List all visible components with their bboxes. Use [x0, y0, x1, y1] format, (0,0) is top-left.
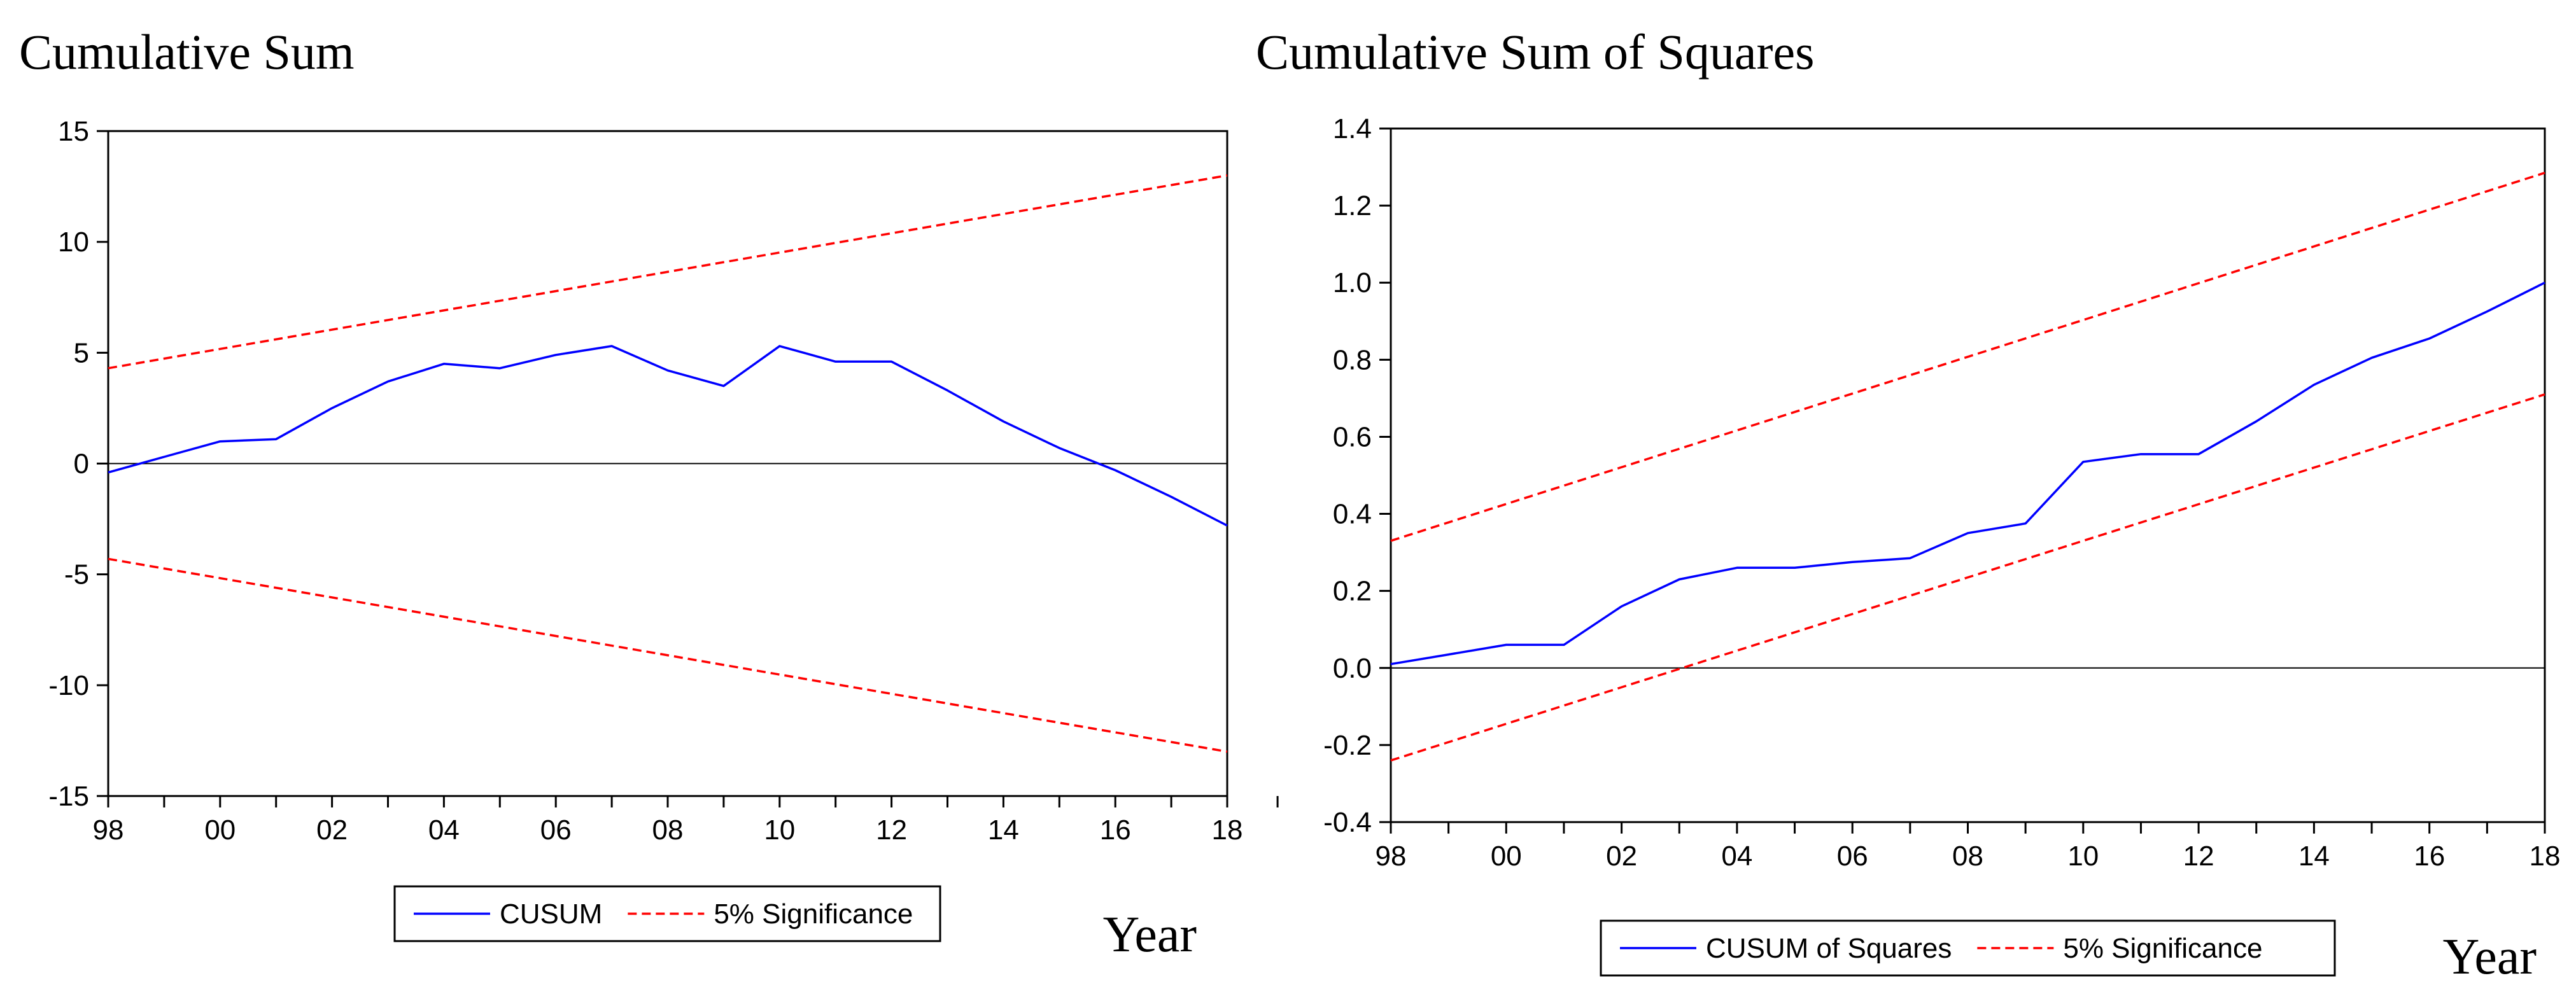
series-line-cusum — [108, 345, 1228, 527]
x-tick-label: 04 — [428, 814, 460, 846]
legend-label: 5% Significance — [714, 898, 913, 930]
x-tick-label: 08 — [1952, 841, 1983, 872]
y-tick-label: -5 — [64, 559, 89, 590]
series-line-cusum-of-squares — [1390, 281, 2545, 666]
y-tick-label: -10 — [48, 670, 89, 701]
x-tick-label: 02 — [1606, 841, 1637, 872]
x-tick-label: 00 — [204, 814, 236, 846]
x-tick-label: 12 — [2183, 841, 2214, 872]
lower-significance-line — [1390, 393, 2545, 762]
chart-title: Cumulative Sum — [19, 24, 355, 80]
upper-significance-line — [1390, 171, 2545, 542]
x-tick-label: 04 — [1721, 841, 1752, 872]
x-axis-label: Year — [2443, 929, 2537, 985]
x-tick-label: 14 — [988, 814, 1019, 846]
x-tick-label: 02 — [316, 814, 348, 846]
y-tick-label: -0.2 — [1323, 730, 1372, 761]
y-tick-label: 0.6 — [1333, 421, 1372, 452]
x-tick-label: 10 — [764, 814, 795, 846]
x-axis-label: Year — [1103, 907, 1197, 963]
lower-significance-line — [108, 557, 1228, 753]
x-tick-label: 00 — [1491, 841, 1522, 872]
y-tick-label: 15 — [58, 116, 89, 147]
y-tick-label: 0.2 — [1333, 576, 1372, 607]
cusum-squares-chart: Cumulative Sum of Squares 1.4 1.2 1.0 0.8 0.6… — [1256, 24, 2561, 985]
chart-title: Cumulative Sum of Squares — [1256, 24, 1814, 80]
x-tick-label: 98 — [93, 814, 124, 846]
x-tick-label: 08 — [652, 814, 684, 846]
x-tick-label: 12 — [876, 814, 907, 846]
upper-significance-line — [108, 174, 1228, 370]
x-tick-label: 16 — [2414, 841, 2445, 872]
y-tick-label: 1.0 — [1333, 267, 1372, 298]
y-tick-label: -15 — [48, 781, 89, 812]
y-tick-label: 1.2 — [1333, 190, 1372, 221]
y-tick-label: 0.0 — [1333, 653, 1372, 684]
legend-label: 5% Significance — [2063, 933, 2262, 964]
legend-label: CUSUM — [500, 898, 602, 930]
y-tick-label: 0.4 — [1333, 499, 1372, 530]
x-tick-label: 18 — [1212, 814, 1243, 846]
y-tick-label: 10 — [58, 227, 89, 258]
x-tick-label: 16 — [1100, 814, 1131, 846]
y-tick-label: 1.4 — [1333, 113, 1372, 144]
y-tick-label: -0.4 — [1323, 807, 1372, 838]
x-tick-label: 98 — [1376, 841, 1407, 872]
plot-frame — [1390, 127, 2546, 823]
x-tick-label: 06 — [540, 814, 572, 846]
x-tick-label: 18 — [2530, 841, 2561, 872]
x-tick-label: 10 — [2067, 841, 2099, 872]
legend-label: CUSUM of Squares — [1706, 933, 1952, 964]
legend-box — [1600, 919, 2336, 977]
y-tick-label: 0.8 — [1333, 344, 1372, 375]
x-tick-label: 14 — [2298, 841, 2330, 872]
x-tick-label: 06 — [1837, 841, 1868, 872]
y-tick-label: 5 — [74, 337, 89, 368]
y-tick-label: 0 — [74, 449, 89, 480]
